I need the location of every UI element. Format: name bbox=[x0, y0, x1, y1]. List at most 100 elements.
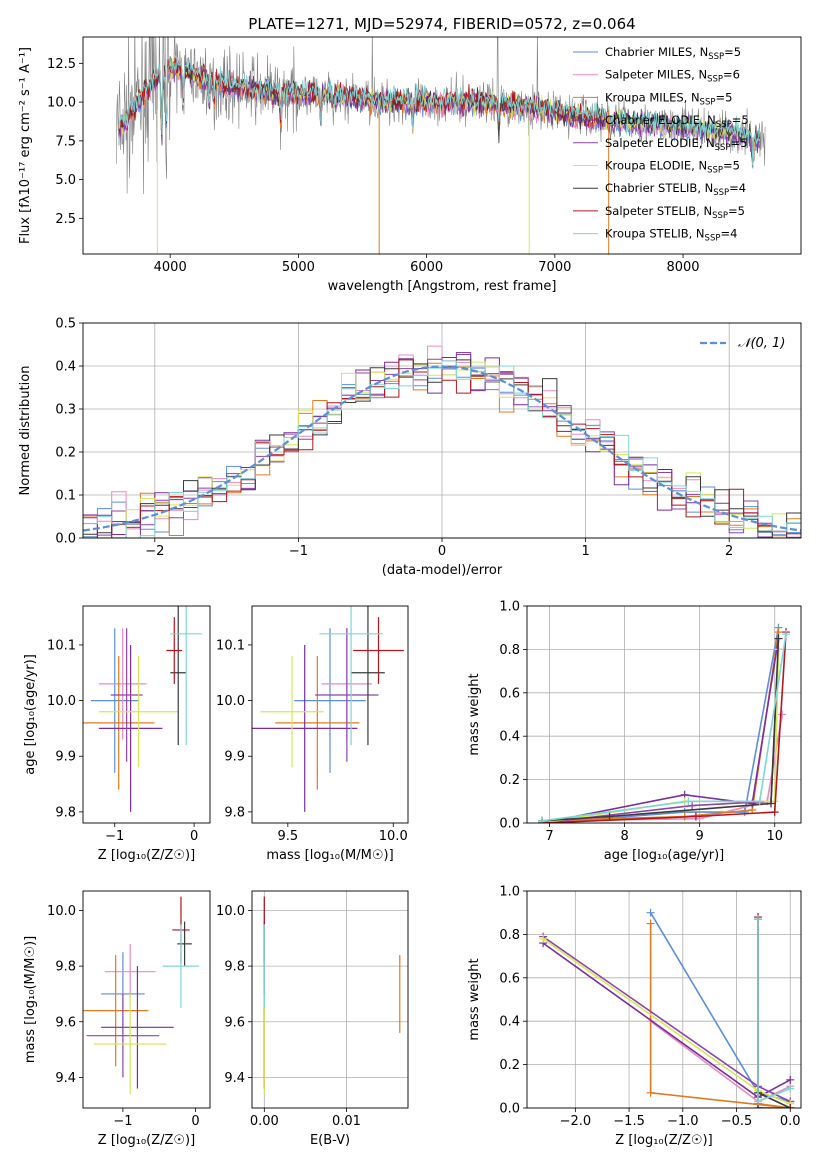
legend-sub: SSP bbox=[715, 143, 731, 153]
x-axis-label: Z [log₁₀(Z/Z☉)] bbox=[615, 1133, 712, 1148]
legend-entry: Kroupa MILES, NSSP=5 bbox=[605, 90, 732, 107]
y-tick-label: 0.0 bbox=[499, 1102, 520, 1117]
legend-name: Chabrier MILES, N bbox=[605, 45, 708, 59]
legend-suffix: =5 bbox=[728, 204, 745, 218]
legend-name: Chabrier STELIB, N bbox=[605, 181, 713, 195]
y-tick-label: 9.6 bbox=[55, 1015, 76, 1030]
y-tick-label: 0.4 bbox=[55, 360, 76, 375]
panel-3: 9.5 10.0 9.8 9.9 10.0 10.1 mass [log₁₀(M/M☉)] bbox=[216, 605, 409, 863]
axes-frame bbox=[526, 890, 802, 1109]
y-tick-label: 10.1 bbox=[47, 638, 76, 653]
legend-name: Kroupa ELODIE, N bbox=[605, 159, 707, 173]
x-tick-label: 0.01 bbox=[332, 1114, 361, 1129]
x-tick-label: −2.0 bbox=[560, 1114, 592, 1129]
marker-plus bbox=[766, 799, 775, 808]
mass-weight-line bbox=[541, 627, 780, 823]
model-spectrum-line bbox=[118, 56, 761, 165]
plot-area bbox=[538, 623, 790, 823]
axes-frame bbox=[251, 890, 409, 1109]
marker-plus bbox=[786, 1075, 795, 1084]
x-tick-label: 5000 bbox=[282, 260, 315, 275]
x-tick-label: −2 bbox=[145, 544, 164, 559]
plot-area bbox=[83, 345, 801, 538]
x-tick-label: −1 bbox=[113, 1114, 132, 1129]
x-tick-label: 10.0 bbox=[379, 829, 408, 844]
y-axis-label: age [log₁₀(age/yr)] bbox=[23, 654, 38, 775]
x-tick-label: 10 bbox=[766, 829, 783, 844]
y-tick-label: 10.1 bbox=[216, 638, 245, 653]
x-axis-label: wavelength [Angstrom, rest frame] bbox=[328, 279, 557, 294]
legend-sub: SSP bbox=[716, 120, 732, 130]
marker-plus bbox=[646, 908, 655, 917]
model-spectrum-line bbox=[118, 55, 761, 166]
y-axis-label: mass weight bbox=[467, 958, 482, 1040]
legend-entry: 𝒩(0, 1) bbox=[738, 336, 785, 351]
y-tick-label: 0.5 bbox=[55, 317, 76, 332]
x-tick-label: 7 bbox=[545, 829, 553, 844]
marker-plus bbox=[754, 1097, 763, 1106]
x-tick-label: 2 bbox=[725, 544, 733, 559]
mass-weight-line bbox=[541, 638, 780, 823]
y-axis-label: Flux [fλ10⁻¹⁷ erg cm⁻² s⁻¹ A⁻¹] bbox=[18, 47, 33, 244]
x-tick-label: 8 bbox=[620, 829, 628, 844]
legend-name: Salpeter MILES, N bbox=[605, 68, 707, 82]
x-tick-label: −1 bbox=[105, 829, 124, 844]
plot-area bbox=[116, 37, 766, 254]
y-tick-label: 9.4 bbox=[224, 1071, 245, 1086]
axes-frame bbox=[82, 36, 802, 255]
legend-name: Kroupa MILES, N bbox=[605, 90, 700, 104]
histogram-step bbox=[83, 345, 801, 538]
panel-6: 0.00 0.01 9.4 9.6 9.8 10.0 E(B-V) bbox=[216, 890, 409, 1148]
marker-plus bbox=[646, 919, 655, 928]
y-tick-label: 1.0 bbox=[499, 885, 520, 900]
legend-entry: Salpeter STELIB, NSSP=5 bbox=[605, 204, 745, 221]
legend-sub: SSP bbox=[700, 97, 716, 107]
y-axis-label: mass [log₁₀(M/M☉)] bbox=[23, 936, 38, 1063]
panel-5: −1 0 9.4 9.6 9.8 10.0 Z [log₁₀(Z/Z☉)] mass [log… bbox=[23, 890, 211, 1148]
plot-area bbox=[539, 908, 795, 1108]
y-tick-label: 10.0 bbox=[216, 904, 245, 919]
mass-weight-line bbox=[541, 638, 780, 822]
y-tick-label: 0.0 bbox=[55, 532, 76, 547]
histogram-step bbox=[83, 360, 801, 538]
legend-suffix: =5 bbox=[731, 136, 748, 150]
x-tick-label: 0 bbox=[438, 544, 446, 559]
y-tick-label: 0.6 bbox=[499, 686, 520, 701]
y-tick-label: 9.6 bbox=[224, 1015, 245, 1030]
legend-entry: Salpeter ELODIE, NSSP=5 bbox=[605, 136, 748, 153]
marker-plus bbox=[684, 797, 693, 806]
legend-sub: SSP bbox=[708, 52, 724, 62]
marker-plus bbox=[786, 1104, 795, 1108]
x-axis-label: mass [log₁₀(M/M☉)] bbox=[266, 848, 393, 863]
y-tick-label: 9.9 bbox=[224, 750, 245, 765]
y-tick-label: 1.0 bbox=[499, 600, 520, 615]
y-tick-label: 12.5 bbox=[47, 57, 76, 72]
legend-sub: SSP bbox=[713, 188, 729, 198]
y-tick-label: 0.6 bbox=[499, 971, 520, 986]
axes-frame bbox=[82, 322, 802, 539]
x-tick-label: −1.5 bbox=[613, 1114, 645, 1129]
legend-entry: Kroupa ELODIE, NSSP=5 bbox=[605, 159, 740, 176]
x-tick-label: 4000 bbox=[154, 260, 187, 275]
histogram-step bbox=[83, 359, 801, 538]
x-axis-label: (data-model)/error bbox=[382, 563, 503, 578]
y-tick-label: 9.8 bbox=[224, 960, 245, 975]
y-tick-label: 9.8 bbox=[55, 960, 76, 975]
x-axis-label: E(B-V) bbox=[310, 1133, 350, 1148]
normal-curve bbox=[83, 365, 801, 532]
marker-plus bbox=[740, 808, 749, 817]
legend-entry: Chabrier MILES, NSSP=5 bbox=[605, 45, 741, 62]
x-tick-label: 8000 bbox=[666, 260, 699, 275]
y-tick-label: 0.2 bbox=[499, 1058, 520, 1073]
legend-entry: Chabrier ELODIE, NSSP=5 bbox=[605, 113, 749, 130]
x-axis-label: Z [log₁₀(Z/Z☉)] bbox=[98, 1133, 195, 1148]
legend-entry: Chabrier STELIB, NSSP=4 bbox=[605, 181, 746, 198]
legend-suffix: =5 bbox=[732, 113, 749, 127]
x-axis-label: Z [log₁₀(Z/Z☉)] bbox=[98, 848, 195, 863]
panel-0: 4000 5000 6000 7000 8000 2.5 5.0 7.5 10.0 12.5 wav… bbox=[18, 15, 802, 294]
legend-sub: SSP bbox=[705, 234, 721, 244]
y-tick-label: 0.8 bbox=[499, 928, 520, 943]
x-tick-label: 9.5 bbox=[277, 829, 298, 844]
y-tick-label: 9.9 bbox=[55, 750, 76, 765]
